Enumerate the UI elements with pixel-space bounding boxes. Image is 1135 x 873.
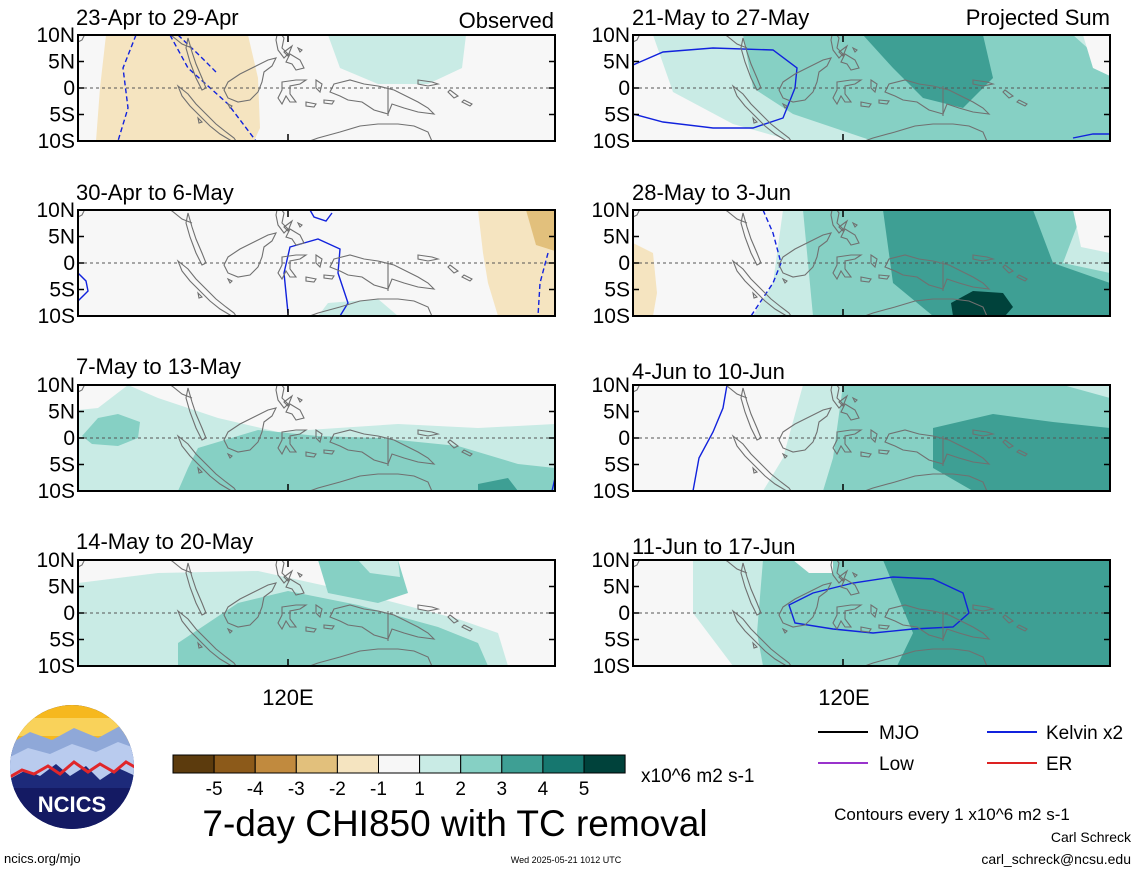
colorbar-swatch [542,754,585,774]
y-tick-label: 5N [603,576,630,599]
y-tick-label: 10S [38,130,75,153]
map-panel-3: 10N 5N 0 5S 10S [36,374,556,503]
map-panel-5: 10N 5N 0 5S 10S [591,24,1111,153]
colorbar-tick-label: 5 [579,779,590,800]
colorbar-tick-label: -3 [288,779,305,800]
y-tick-label: 5S [49,454,75,477]
colorbar-tick-label: -2 [329,779,346,800]
colorbar-swatch [336,754,379,774]
y-tick-label: 5S [49,104,75,127]
y-tick-label: 0 [63,252,75,275]
panel-title-5: 21-May to 27-May [632,5,809,30]
y-tick-label: 10N [36,24,75,47]
y-tick-label: 10S [38,305,75,328]
colorbar-swatch [295,754,338,774]
y-tick-label: 5N [48,226,75,249]
y-tick-label: 5S [49,279,75,302]
colorbar-swatch [213,754,256,774]
colorbar-swatch [378,754,421,774]
map-panel-2: 10N 5N 0 5S 10S [36,199,556,328]
timestamp: Wed 2025-05-21 1012 UTC [511,855,622,865]
y-tick-label: 10N [591,549,630,572]
y-tick-label: 0 [618,427,630,450]
panel-title-4: 14-May to 20-May [76,529,253,554]
legend: MJO Kelvin x2 Low ER [818,723,1123,775]
y-tick-label: 10N [591,24,630,47]
y-tick-label: 10N [591,374,630,397]
colorbar-unit: x10^6 m2 s-1 [641,766,754,787]
site-link[interactable]: ncics.org/mjo [4,851,81,866]
y-tick-label: 10N [36,199,75,222]
colorbar-swatch [583,754,626,774]
author-email: carl_schreck@ncsu.edu [981,851,1131,867]
projected-label: Projected Sum [966,5,1110,30]
map-panel-8: 10N 5N 0 5S 10S [591,549,1111,678]
legend-label-mjo: MJO [879,723,919,744]
colorbar-tick-label: -4 [247,779,264,800]
legend-label-er: ER [1046,754,1072,775]
y-tick-label: 10N [36,374,75,397]
colorbar-swatch [501,754,544,774]
colorbar-tick-label: 2 [455,779,466,800]
y-tick-label: 10S [38,655,75,678]
colorbar-swatch [254,754,297,774]
y-tick-label: 10S [38,480,75,503]
legend-label-kelvin: Kelvin x2 [1046,723,1123,744]
y-tick-label: 5N [603,51,630,74]
colorbar-swatch [419,754,462,774]
y-tick-label: 5S [604,629,630,652]
panel-title-1: 23-Apr to 29-Apr [76,5,239,30]
observed-label: Observed [459,8,554,33]
colorbar-tick-label: -5 [206,779,223,800]
colorbar-tick-label: -1 [370,779,387,800]
y-tick-label: 5S [49,629,75,652]
y-tick-label: 0 [618,252,630,275]
y-tick-label: 5N [48,51,75,74]
y-tick-label: 10S [593,130,630,153]
y-tick-label: 5N [48,401,75,424]
colorbar: -5 -4 -3 -2 -1 1 2 3 4 5 [172,754,626,800]
map-panel-4: 10N 5N 0 5S 10S [36,549,556,678]
y-tick-label: 10S [593,480,630,503]
y-tick-label: 0 [63,77,75,100]
colorbar-tick-label: 1 [414,779,425,800]
y-tick-label: 10S [593,305,630,328]
colorbar-tick-label: 3 [497,779,508,800]
ncics-logo-text: NCICS [38,792,106,817]
colorbar-swatch [460,754,503,774]
y-tick-label: 5N [48,576,75,599]
y-tick-label: 5N [603,401,630,424]
y-tick-label: 0 [63,602,75,625]
y-tick-label: 5S [604,104,630,127]
y-tick-label: 0 [618,77,630,100]
map-panel-6: 10N 5N 0 5S 10S [591,199,1111,328]
map-panel-7: 10N 5N 0 5S 10S [591,374,1111,503]
panel-title-2: 30-Apr to 6-May [76,180,234,205]
y-tick-label: 0 [63,427,75,450]
x-tick-label-right: 120E [818,685,869,710]
panel-title-3: 7-May to 13-May [76,354,241,379]
x-tick-label-left: 120E [262,685,313,710]
contour-note: Contours every 1 x10^6 m2 s-1 [834,805,1070,824]
figure-title: 7-day CHI850 with TC removal [202,803,707,844]
y-tick-label: 0 [618,602,630,625]
panel-title-7: 4-Jun to 10-Jun [632,359,785,384]
colorbar-tick-label: 4 [538,779,549,800]
y-tick-label: 5S [604,279,630,302]
y-tick-label: 5N [603,226,630,249]
author-name: Carl Schreck [1051,829,1132,845]
legend-label-low: Low [879,754,914,775]
y-tick-label: 10N [591,199,630,222]
y-tick-label: 10N [36,549,75,572]
ncics-logo: NCICS [10,705,134,829]
y-tick-label: 10S [593,655,630,678]
panel-title-6: 28-May to 3-Jun [632,180,791,205]
map-panel-1: 10N 5N 0 5S 10S [36,24,556,153]
panel-title-8: 11-Jun to 17-Jun [632,534,795,559]
y-tick-label: 5S [604,454,630,477]
colorbar-swatch [172,754,215,774]
